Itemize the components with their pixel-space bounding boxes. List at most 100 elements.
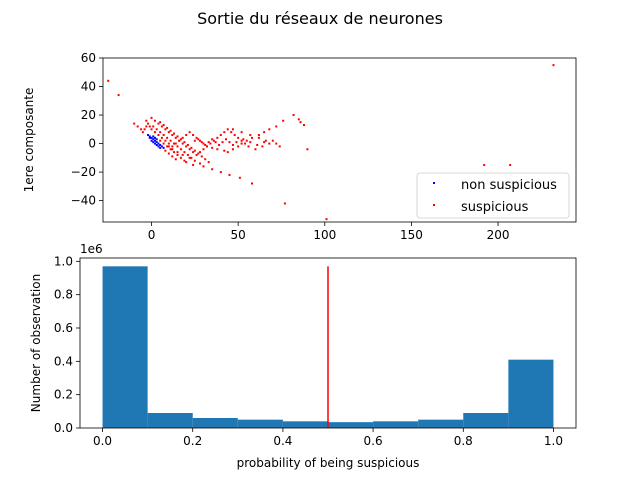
point-suspicious	[202, 142, 205, 145]
point-non-suspicious	[152, 138, 155, 141]
histogram-bar	[373, 421, 419, 428]
y-tick-label: 0	[88, 137, 96, 151]
histogram-bars	[102, 266, 554, 428]
point-suspicious	[160, 125, 163, 128]
histogram-axes: 0.0 0.2 0.4 0.6 0.8 1.0 0.0 0.2 0.4 0.6 0.8 1.0 1e6…	[29, 242, 577, 470]
point-suspicious	[150, 116, 153, 119]
point-non-suspicious	[159, 146, 162, 149]
point-suspicious	[190, 156, 193, 159]
point-suspicious	[254, 148, 257, 151]
point-suspicious	[145, 119, 148, 122]
point-suspicious	[162, 124, 165, 127]
point-suspicious	[202, 165, 205, 168]
point-suspicious	[278, 145, 281, 148]
point-suspicious	[261, 145, 264, 148]
point-suspicious	[231, 148, 234, 151]
point-suspicious	[193, 139, 196, 142]
point-suspicious	[166, 136, 169, 139]
point-suspicious	[200, 155, 203, 158]
x-tick-label: 0	[148, 228, 156, 242]
point-suspicious	[173, 132, 176, 135]
histogram-ticks: 0.0 0.2 0.4 0.6 0.8 1.0 0.0 0.2 0.4 0.6 0.8 1.0	[54, 254, 563, 448]
point-suspicious	[181, 136, 184, 139]
point-suspicious	[133, 122, 136, 125]
point-non-suspicious	[153, 139, 156, 142]
y-tick-label: 1.0	[54, 254, 73, 268]
point-suspicious	[244, 142, 247, 145]
point-suspicious	[228, 173, 231, 176]
point-suspicious	[242, 138, 245, 141]
scatter-frame	[102, 57, 577, 223]
point-suspicious	[204, 143, 207, 146]
point-suspicious	[299, 121, 302, 124]
point-suspicious	[231, 143, 234, 146]
point-suspicious	[264, 139, 267, 142]
point-suspicious	[275, 125, 278, 128]
point-suspicious	[275, 142, 278, 145]
point-suspicious	[162, 134, 165, 137]
point-suspicious	[192, 134, 195, 137]
legend-box	[416, 172, 570, 219]
histogram-bar	[328, 422, 374, 428]
point-suspicious	[159, 139, 162, 142]
point-suspicious	[249, 134, 252, 137]
point-suspicious	[157, 122, 160, 125]
point-non-suspicious	[148, 136, 151, 139]
point-suspicious	[179, 138, 182, 141]
y-axis-offset-label: 1e6	[80, 242, 103, 256]
point-suspicious	[212, 139, 215, 142]
point-suspicious	[176, 153, 179, 156]
point-non-suspicious	[153, 136, 156, 139]
point-suspicious	[179, 148, 182, 151]
x-tick-label: 150	[400, 228, 423, 242]
point-suspicious	[306, 148, 309, 151]
point-suspicious	[192, 151, 195, 154]
point-non-suspicious	[153, 142, 156, 145]
point-suspicious	[226, 151, 229, 154]
point-suspicious	[157, 134, 160, 137]
point-non-suspicious	[162, 146, 165, 149]
legend-label-non-suspicious: non suspicious	[461, 178, 557, 193]
point-suspicious	[186, 153, 189, 156]
figure-suptitle: Sortie du réseaux de neurones	[197, 9, 443, 28]
point-suspicious	[140, 128, 143, 131]
point-non-suspicious	[148, 135, 151, 138]
point-suspicious	[268, 128, 271, 131]
histogram-bar	[463, 413, 509, 428]
point-suspicious	[153, 119, 156, 122]
x-tick-label: 200	[487, 228, 510, 242]
point-suspicious	[167, 152, 170, 155]
point-suspicious	[483, 163, 486, 166]
point-suspicious	[226, 128, 229, 131]
scatter-points	[107, 64, 555, 221]
point-suspicious	[176, 151, 179, 154]
point-suspicious	[171, 134, 174, 137]
point-suspicious	[150, 128, 153, 131]
point-suspicious	[181, 153, 184, 156]
point-suspicious	[164, 128, 167, 131]
point-suspicious	[221, 141, 224, 144]
point-suspicious	[185, 145, 188, 148]
point-suspicious	[147, 122, 150, 125]
point-suspicious	[159, 121, 162, 124]
point-suspicious	[251, 182, 254, 185]
point-suspicious	[257, 136, 260, 139]
point-non-suspicious	[157, 142, 160, 145]
point-suspicious	[237, 145, 240, 148]
point-suspicious	[179, 156, 182, 159]
point-suspicious	[176, 135, 179, 138]
point-suspicious	[283, 202, 286, 205]
point-suspicious	[247, 145, 250, 148]
point-non-suspicious	[157, 145, 160, 148]
point-non-suspicious	[160, 145, 163, 148]
point-suspicious	[160, 136, 163, 139]
point-suspicious	[185, 161, 188, 164]
y-tick-label: 0.2	[54, 388, 73, 402]
point-suspicious	[209, 142, 212, 145]
x-tick-label: 0.6	[364, 434, 383, 448]
x-tick-label: 1.0	[544, 434, 563, 448]
point-suspicious	[211, 138, 214, 141]
x-tick-label: 0.8	[454, 434, 473, 448]
point-suspicious	[240, 142, 243, 145]
